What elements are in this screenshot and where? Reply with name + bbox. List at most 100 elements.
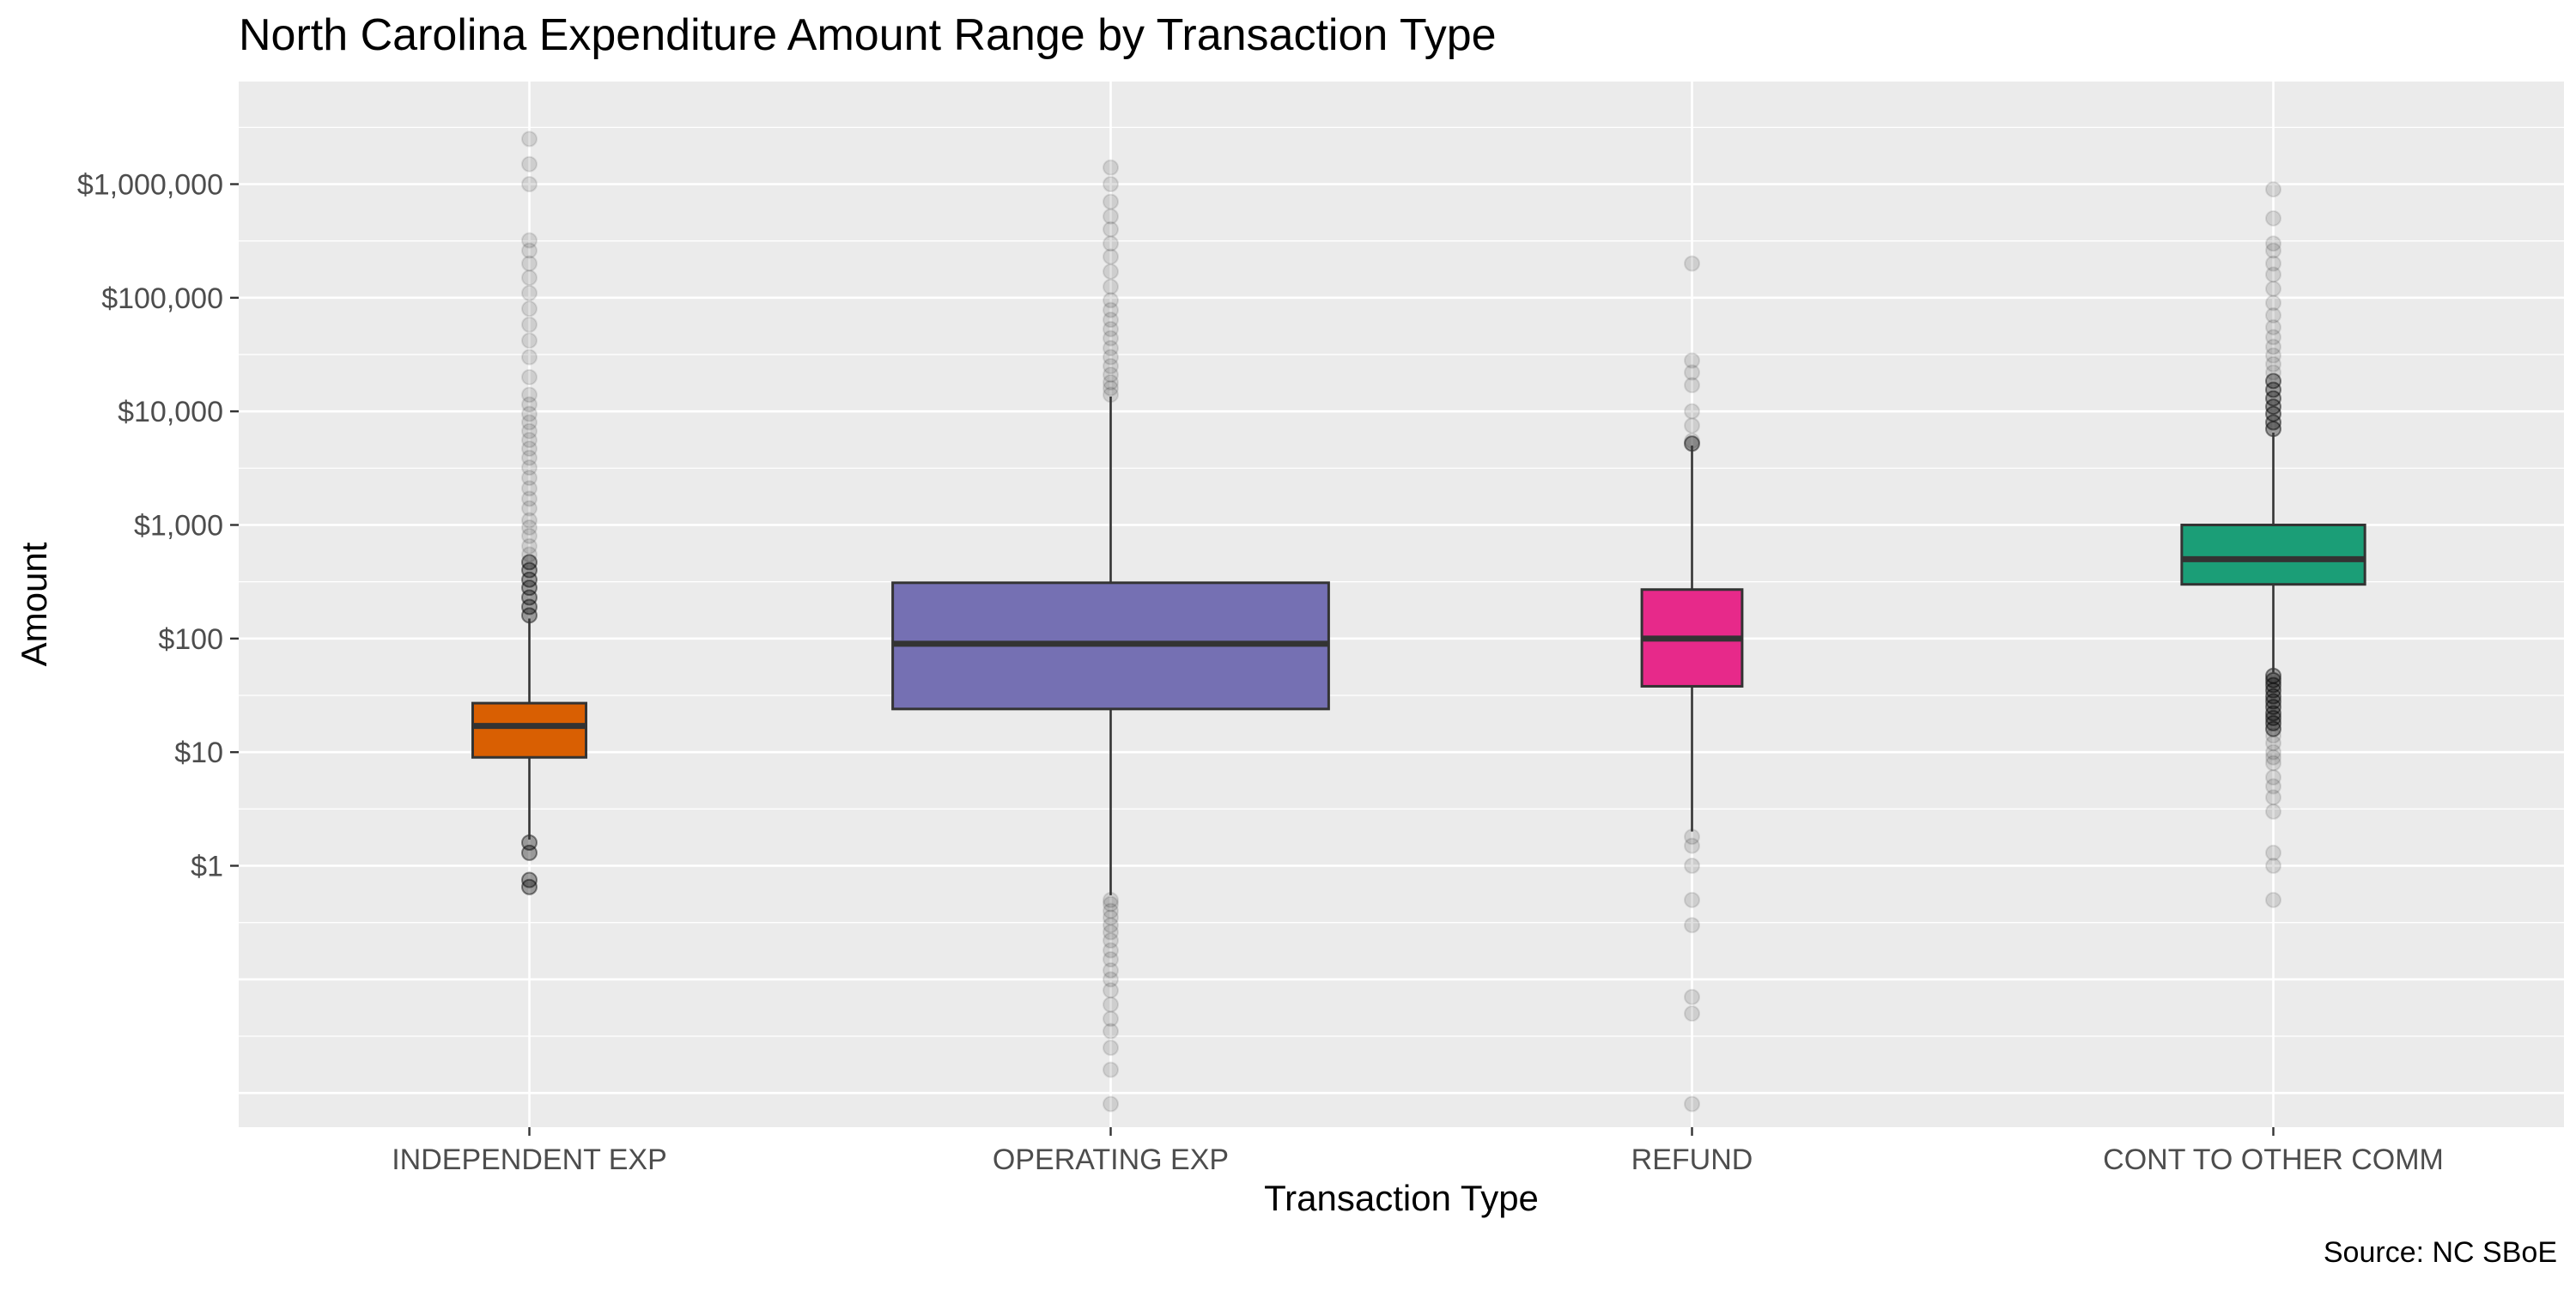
outlier-point — [2265, 693, 2281, 710]
y-axis: $1 $10 $100 $1,000 $10,000 $100,000 $1,000,000 — [77, 169, 239, 883]
outlier-point — [521, 459, 538, 476]
outlier-point — [521, 130, 538, 148]
outlier-point — [1103, 208, 1119, 225]
outlier-point — [521, 527, 538, 544]
outlier-point — [1684, 255, 1700, 272]
outlier-point — [1103, 942, 1119, 959]
y-tick-label: $1 — [191, 851, 223, 883]
outlier-point — [521, 422, 538, 440]
outlier-point — [521, 598, 538, 616]
outlier-point — [1103, 159, 1119, 176]
outlier-point — [2265, 778, 2281, 795]
outlier-point — [2265, 720, 2281, 737]
outlier-point — [2265, 676, 2281, 694]
outlier-point — [1103, 932, 1119, 949]
outlier-point — [1103, 373, 1119, 391]
outlier-point — [2265, 727, 2281, 744]
outlier-point — [1103, 248, 1119, 265]
outlier-point — [521, 844, 538, 861]
outlier-point — [1103, 301, 1119, 318]
outlier-point — [1684, 417, 1700, 434]
outlier-point — [1103, 971, 1119, 988]
outlier-point — [521, 300, 538, 318]
outlier-point — [2265, 858, 2281, 874]
outlier-point — [521, 480, 538, 497]
outlier-point — [521, 871, 538, 889]
outlier-point — [2265, 373, 2281, 390]
outlier-point — [521, 537, 538, 555]
outlier-point — [1103, 340, 1119, 357]
outlier-point — [1103, 311, 1119, 328]
outlier-point — [1103, 951, 1119, 968]
x-tick-label: INDEPENDENT EXP — [392, 1143, 667, 1176]
outlier-point — [1684, 891, 1700, 908]
outlier-point — [1684, 1095, 1700, 1113]
chart-title: North Carolina Expenditure Amount Range … — [239, 10, 1497, 60]
outlier-point — [1103, 292, 1119, 309]
outlier-point — [1103, 367, 1119, 384]
outlier-point — [2265, 789, 2281, 806]
outlier-point — [521, 490, 538, 507]
outlier-point — [1684, 988, 1700, 1005]
outlier-point — [2265, 294, 2281, 312]
outlier-point — [1103, 1010, 1119, 1028]
outlier-point — [2265, 671, 2281, 688]
outlier-point — [1684, 828, 1700, 846]
outlier-point — [521, 396, 538, 413]
outlier-point — [1684, 403, 1700, 420]
outlier-point — [1103, 379, 1119, 397]
outlier-point — [1103, 193, 1119, 210]
outlier-point — [521, 155, 538, 173]
outlier-point — [1103, 320, 1119, 337]
y-tick-label: $100,000 — [101, 282, 223, 315]
y-tick-label: $1,000 — [134, 510, 223, 543]
outlier-point — [521, 232, 538, 249]
outlier-point — [2265, 749, 2281, 766]
outlier-point — [2265, 338, 2281, 355]
outlier-point — [521, 284, 538, 301]
y-tick-label: $10 — [174, 737, 223, 769]
outlier-point — [2265, 242, 2281, 259]
outlier-point — [2265, 280, 2281, 297]
outlier-point — [1103, 917, 1119, 934]
outlier-point — [2265, 364, 2281, 381]
outlier-point — [2265, 255, 2281, 272]
y-tick-label: $100 — [158, 623, 223, 656]
outlier-point — [2265, 209, 2281, 227]
outlier-point — [521, 440, 538, 458]
outlier-point — [2265, 735, 2281, 752]
outlier-point — [521, 270, 538, 287]
outlier-point — [1103, 1040, 1119, 1057]
outlier-point — [2265, 405, 2281, 422]
x-axis: INDEPENDENT EXP OPERATING EXP REFUND CONT T… — [392, 1127, 2444, 1176]
outlier-point — [521, 561, 538, 579]
outlier-point — [1684, 917, 1700, 934]
outlier-point — [1103, 961, 1119, 979]
outlier-point — [2265, 235, 2281, 252]
outlier-point — [521, 546, 538, 563]
outlier-point — [2265, 306, 2281, 324]
outlier-point — [2265, 743, 2281, 761]
outlier-point — [521, 519, 538, 536]
outlier-point — [1684, 364, 1700, 381]
outlier-point — [2265, 355, 2281, 373]
outlier-point — [521, 571, 538, 588]
x-axis-title: Transaction Type — [1264, 1178, 1539, 1218]
outlier-point — [2265, 891, 2281, 908]
outlier-point — [2265, 688, 2281, 705]
outlier-point — [1684, 1005, 1700, 1022]
outlier-point — [2265, 803, 2281, 820]
outlier-point — [1684, 377, 1700, 394]
outlier-point — [2265, 329, 2281, 346]
outlier-point — [521, 405, 538, 422]
y-axis-title: Amount — [14, 542, 54, 666]
outlier-point — [2265, 347, 2281, 364]
outlier-point — [2265, 390, 2281, 407]
box-independent-exp — [471, 701, 588, 759]
outlier-point — [521, 242, 538, 259]
outlier-point — [1103, 909, 1119, 926]
outlier-point — [1103, 263, 1119, 280]
outlier-point — [2265, 769, 2281, 786]
outlier-point — [1103, 1022, 1119, 1040]
